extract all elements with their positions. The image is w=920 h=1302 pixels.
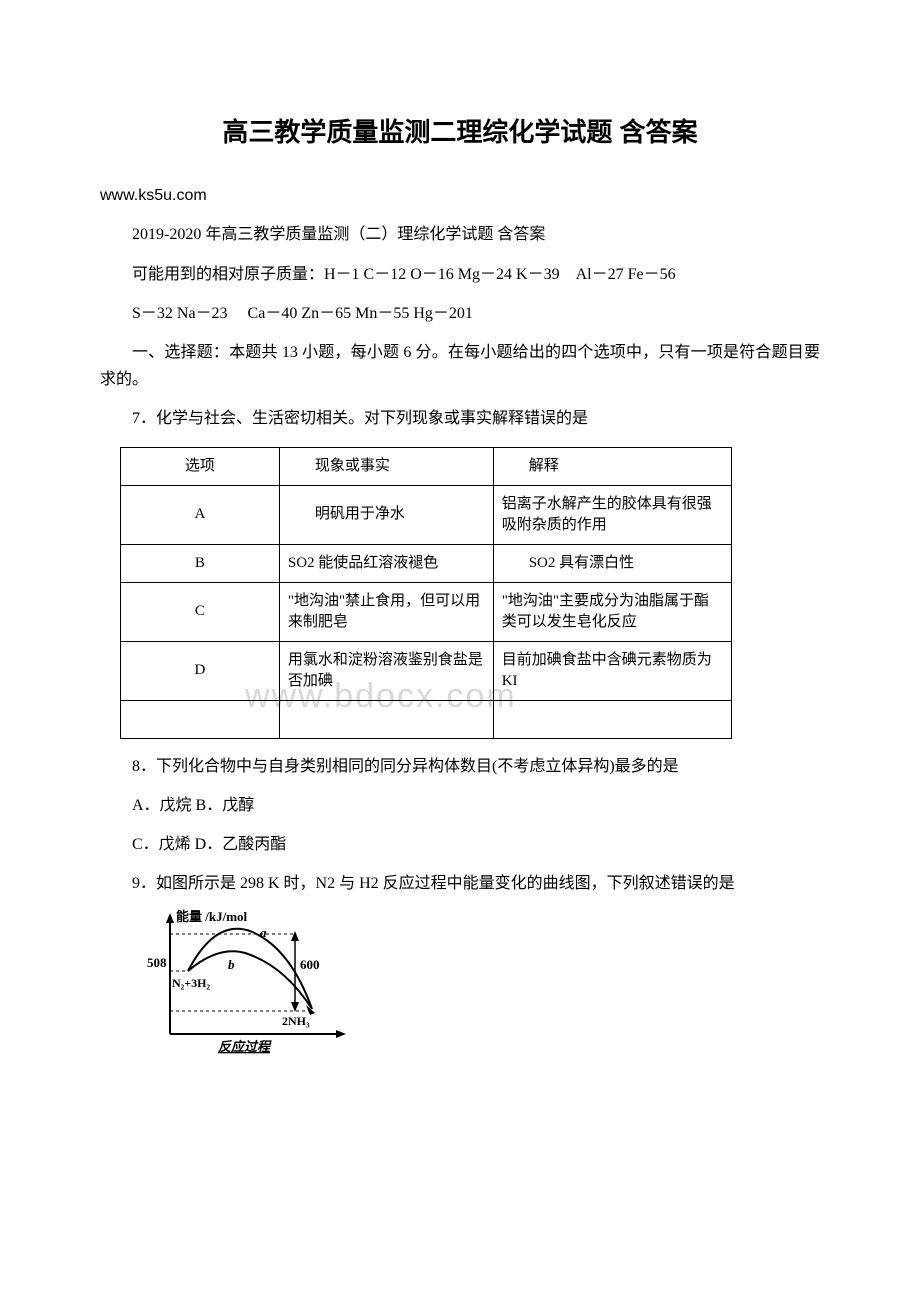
cell-c-fact: "地沟油"禁止食用，但可以用来制肥皂 bbox=[279, 582, 493, 641]
th-explain: 解释 bbox=[493, 447, 731, 485]
reactant-label: N₂+3H₂ bbox=[172, 976, 210, 990]
question-8-options-ab: A．戊烷 B．戊醇 bbox=[100, 792, 820, 819]
question-9: 9．如图所示是 298 K 时，N2 与 H2 反应过程中能量变化的曲线图，下列… bbox=[100, 870, 820, 897]
question-8: 8．下列化合物中与自身类别相同的同分异构体数目(不考虑立体异构)最多的是 bbox=[100, 753, 820, 780]
curve-b-label: b bbox=[228, 957, 235, 972]
cell-a-fact: 明矾用于净水 bbox=[279, 485, 493, 544]
source-url: www.ks5u.com bbox=[100, 182, 820, 209]
question-8-options-cd: C．戊烯 D．乙酸丙酯 bbox=[100, 831, 820, 858]
cell-d-exp: 目前加碘食盐中含碘元素物质为 KI bbox=[493, 641, 731, 700]
question-7: 7．化学与社会、生活密切相关。对下列现象或事实解释错误的是 bbox=[100, 405, 820, 432]
table-header-row: 选项 现象或事实 解释 bbox=[121, 447, 732, 485]
year-line: 2019-2020 年高三教学质量监测（二）理综化学试题 含答案 bbox=[100, 221, 820, 248]
table-row: B SO2 能使品红溶液褪色 SO2 具有漂白性 bbox=[121, 544, 732, 582]
cell-d-opt: D bbox=[121, 641, 280, 700]
product-label: 2NH₃ bbox=[282, 1014, 310, 1028]
val-508: 508 bbox=[147, 955, 167, 970]
cell-d-fact: 用氯水和淀粉溶液鉴别食盐是否加碘 bbox=[279, 641, 493, 700]
empty-cell bbox=[279, 700, 493, 738]
table-row: D 用氯水和淀粉溶液鉴别食盐是否加碘 目前加碘食盐中含碘元素物质为 KI bbox=[121, 641, 732, 700]
cell-c-opt: C bbox=[121, 582, 280, 641]
empty-cell bbox=[493, 700, 731, 738]
atomic-mass-1: 可能用到的相对原子质量：H－1 C－12 O－16 Mg－24 K－39 Al－… bbox=[100, 261, 820, 288]
cell-a-opt: A bbox=[121, 485, 280, 544]
energy-chart: 能量 /kJ/mol 508 600 a b N₂+3H₂ 2NH₃ 反应过程 bbox=[140, 909, 820, 1068]
table-row: C "地沟油"禁止食用，但可以用来制肥皂 "地沟油"主要成分为油脂属于酯类可以发… bbox=[121, 582, 732, 641]
xlabel-text: 反应过程 bbox=[218, 1039, 272, 1054]
energy-curve-svg: 能量 /kJ/mol 508 600 a b N₂+3H₂ 2NH₃ 反应过程 bbox=[140, 909, 360, 1059]
cell-c-exp: "地沟油"主要成分为油脂属于酯类可以发生皂化反应 bbox=[493, 582, 731, 641]
cell-a-exp: 铝离子水解产生的胶体具有很强吸附杂质的作用 bbox=[493, 485, 731, 544]
cell-b-fact: SO2 能使品红溶液褪色 bbox=[279, 544, 493, 582]
cell-b-exp: SO2 具有漂白性 bbox=[493, 544, 731, 582]
section-1-heading: 一、选择题：本题共 13 小题，每小题 6 分。在每小题给出的四个选项中，只有一… bbox=[100, 339, 820, 393]
table-row: A 明矾用于净水 铝离子水解产生的胶体具有很强吸附杂质的作用 bbox=[121, 485, 732, 544]
val-600: 600 bbox=[300, 957, 320, 972]
th-option: 选项 bbox=[121, 447, 280, 485]
curve-a-label: a bbox=[260, 925, 267, 940]
empty-cell bbox=[121, 700, 280, 738]
question-7-table: 选项 现象或事实 解释 A 明矾用于净水 铝离子水解产生的胶体具有很强吸附杂质的… bbox=[120, 447, 732, 739]
ylabel-text: 能量 /kJ/mol bbox=[176, 909, 248, 924]
atomic-mass-2: S－32 Na－23 Ca－40 Zn－65 Mn－55 Hg－201 bbox=[100, 300, 820, 327]
cell-b-opt: B bbox=[121, 544, 280, 582]
th-fact: 现象或事实 bbox=[279, 447, 493, 485]
table-empty-row bbox=[121, 700, 732, 738]
page-title: 高三教学质量监测二理综化学试题 含答案 bbox=[100, 110, 820, 154]
